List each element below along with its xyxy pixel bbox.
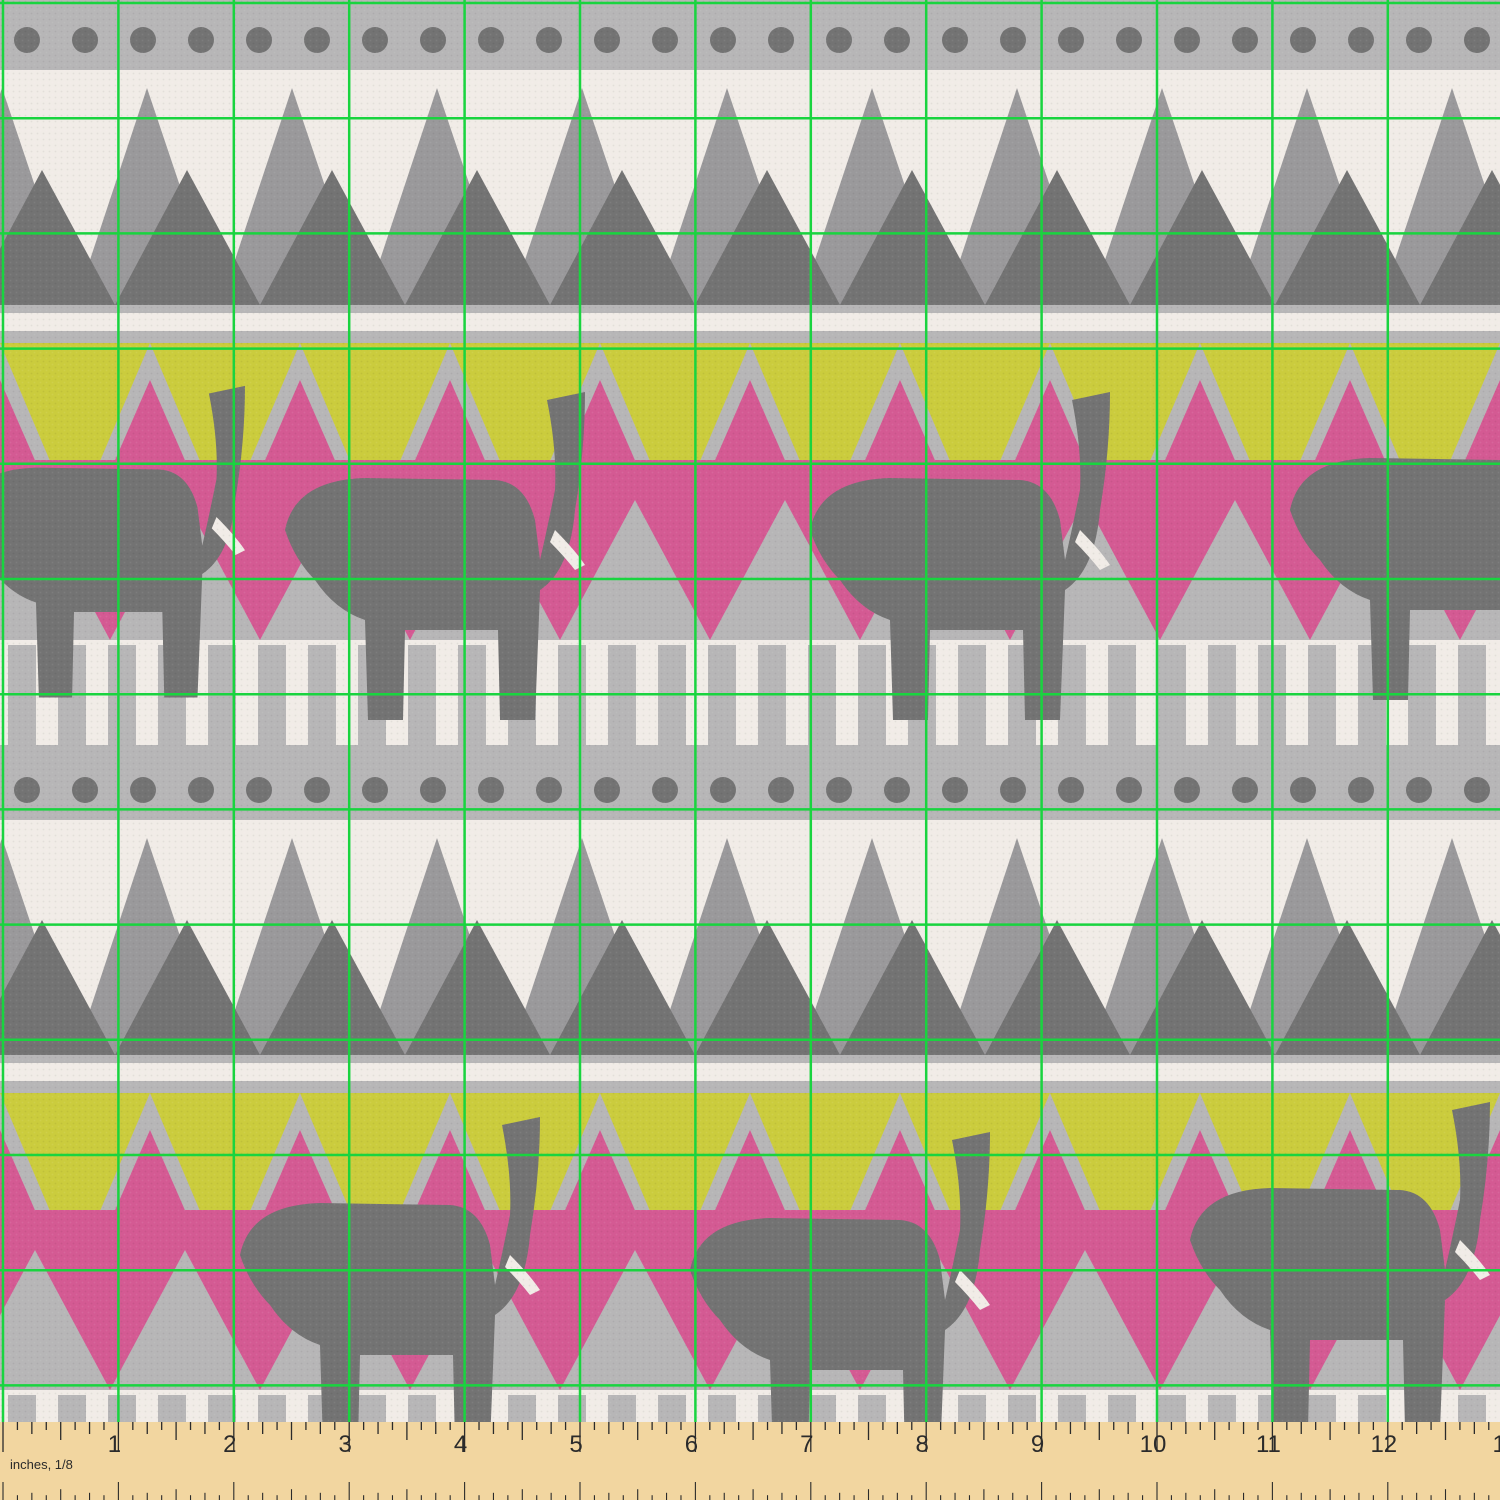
ruler-number: 4 — [454, 1431, 467, 1458]
ruler-number: 7 — [800, 1431, 813, 1458]
ruler-number: 11 — [1256, 1431, 1281, 1458]
ruler-number: 6 — [685, 1431, 698, 1458]
ruler-numbers: 1 2 3 4 5 6 7 8 9 10 11 12 1 — [108, 1431, 1500, 1458]
ruler-unit-label: inches, 1/8 — [10, 1457, 73, 1472]
ruler-number: 12 — [1370, 1431, 1397, 1458]
ruler-number: 2 — [223, 1431, 236, 1458]
ruler-number: 1 — [108, 1431, 121, 1458]
ruler-body — [0, 1422, 1500, 1500]
ruler-number: 8 — [916, 1431, 929, 1458]
ruler-number: 3 — [339, 1431, 352, 1458]
measuring-ruler: 1 2 3 4 5 6 7 8 9 10 11 12 1 inches, 1/8 — [0, 1422, 1500, 1500]
ruler-number: 5 — [569, 1431, 582, 1458]
measurement-grid — [0, 0, 1500, 1422]
ruler-number: 9 — [1031, 1431, 1044, 1458]
ruler-number: 1 — [1493, 1431, 1500, 1458]
ruler-ticks — [2, 1422, 1490, 1500]
ruler-number: 10 — [1140, 1431, 1167, 1458]
